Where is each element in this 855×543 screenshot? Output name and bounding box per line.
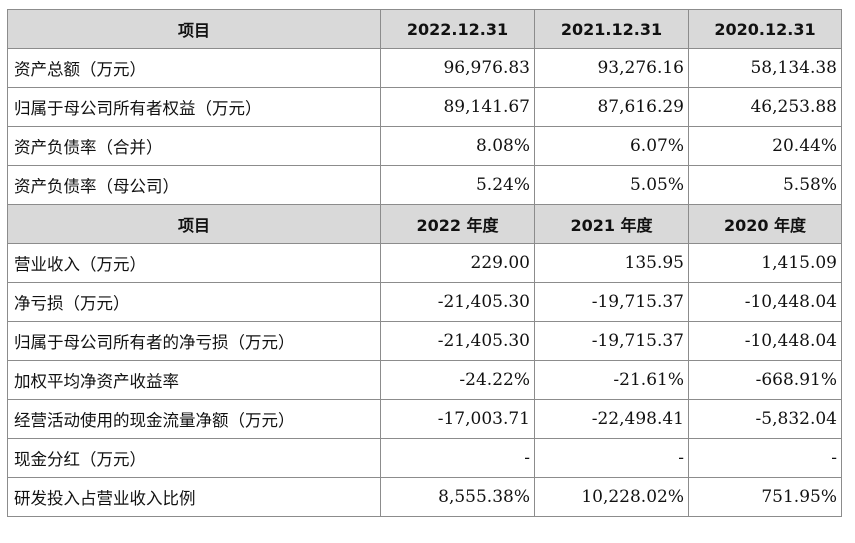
table-row: 加权平均净资产收益率 -24.22% -21.61% -668.91% — [7, 360, 842, 400]
cell-2020: -10,448.04 — [688, 321, 842, 361]
cell-2022: -21,405.30 — [380, 282, 535, 322]
cell-2022: -21,405.30 — [380, 321, 535, 361]
cell-2022: 229.00 — [380, 243, 535, 283]
table-row: 净亏损（万元） -21,405.30 -19,715.37 -10,448.04 — [7, 282, 842, 322]
row-label: 研发投入占营业收入比例 — [7, 477, 381, 517]
row-label: 营业收入（万元） — [7, 243, 381, 283]
cell-2022: -17,003.71 — [380, 399, 535, 439]
cell-2022: 8,555.38% — [380, 477, 535, 517]
table-row: 归属于母公司所有者权益（万元） 89,141.67 87,616.29 46,2… — [7, 87, 842, 127]
row-label: 归属于母公司所有者权益（万元） — [7, 87, 381, 127]
header-item: 项目 — [7, 204, 381, 244]
row-label: 资产负债率（母公司） — [7, 165, 381, 205]
cell-2021: - — [534, 438, 689, 478]
financial-table-container: 项目 2022.12.31 2021.12.31 2020.12.31 资产总额… — [7, 9, 842, 517]
header-2021-annual: 2021 年度 — [534, 204, 689, 244]
cell-2020: - — [688, 438, 842, 478]
header-2020-12-31: 2020.12.31 — [688, 9, 842, 49]
table-row: 经营活动使用的现金流量净额（万元） -17,003.71 -22,498.41 … — [7, 399, 842, 439]
cell-2020: -668.91% — [688, 360, 842, 400]
row-label: 经营活动使用的现金流量净额（万元） — [7, 399, 381, 439]
cell-2022: 8.08% — [380, 126, 535, 166]
table-row: 现金分红（万元） - - - — [7, 438, 842, 478]
cell-2020: 58,134.38 — [688, 48, 842, 88]
cell-2021: 93,276.16 — [534, 48, 689, 88]
row-label: 净亏损（万元） — [7, 282, 381, 322]
header-item: 项目 — [7, 9, 381, 49]
row-label: 归属于母公司所有者的净亏损（万元） — [7, 321, 381, 361]
cell-2022: - — [380, 438, 535, 478]
header-2022-annual: 2022 年度 — [380, 204, 535, 244]
header-row-annual: 项目 2022 年度 2021 年度 2020 年度 — [7, 204, 842, 244]
cell-2020: 46,253.88 — [688, 87, 842, 127]
cell-2021: -22,498.41 — [534, 399, 689, 439]
cell-2021: 6.07% — [534, 126, 689, 166]
table-row: 营业收入（万元） 229.00 135.95 1,415.09 — [7, 243, 842, 283]
header-2021-12-31: 2021.12.31 — [534, 9, 689, 49]
header-2020-annual: 2020 年度 — [688, 204, 842, 244]
cell-2020: 5.58% — [688, 165, 842, 205]
cell-2021: 135.95 — [534, 243, 689, 283]
cell-2021: 5.05% — [534, 165, 689, 205]
table-row: 研发投入占营业收入比例 8,555.38% 10,228.02% 751.95% — [7, 477, 842, 517]
cell-2022: 5.24% — [380, 165, 535, 205]
table-row: 归属于母公司所有者的净亏损（万元） -21,405.30 -19,715.37 … — [7, 321, 842, 361]
cell-2020: -10,448.04 — [688, 282, 842, 322]
row-label: 现金分红（万元） — [7, 438, 381, 478]
financial-data-table: 项目 2022.12.31 2021.12.31 2020.12.31 资产总额… — [7, 9, 842, 517]
row-label: 资产负债率（合并） — [7, 126, 381, 166]
table-row: 资产负债率（合并） 8.08% 6.07% 20.44% — [7, 126, 842, 166]
cell-2022: -24.22% — [380, 360, 535, 400]
cell-2020: -5,832.04 — [688, 399, 842, 439]
cell-2021: -19,715.37 — [534, 282, 689, 322]
cell-2020: 1,415.09 — [688, 243, 842, 283]
table-row: 资产总额（万元） 96,976.83 93,276.16 58,134.38 — [7, 48, 842, 88]
cell-2021: -19,715.37 — [534, 321, 689, 361]
cell-2021: 87,616.29 — [534, 87, 689, 127]
header-row-balance: 项目 2022.12.31 2021.12.31 2020.12.31 — [7, 9, 842, 49]
cell-2020: 751.95% — [688, 477, 842, 517]
row-label: 加权平均净资产收益率 — [7, 360, 381, 400]
cell-2020: 20.44% — [688, 126, 842, 166]
cell-2022: 96,976.83 — [380, 48, 535, 88]
cell-2021: -21.61% — [534, 360, 689, 400]
table-row: 资产负债率（母公司） 5.24% 5.05% 5.58% — [7, 165, 842, 205]
header-2022-12-31: 2022.12.31 — [380, 9, 535, 49]
cell-2021: 10,228.02% — [534, 477, 689, 517]
row-label: 资产总额（万元） — [7, 48, 381, 88]
cell-2022: 89,141.67 — [380, 87, 535, 127]
